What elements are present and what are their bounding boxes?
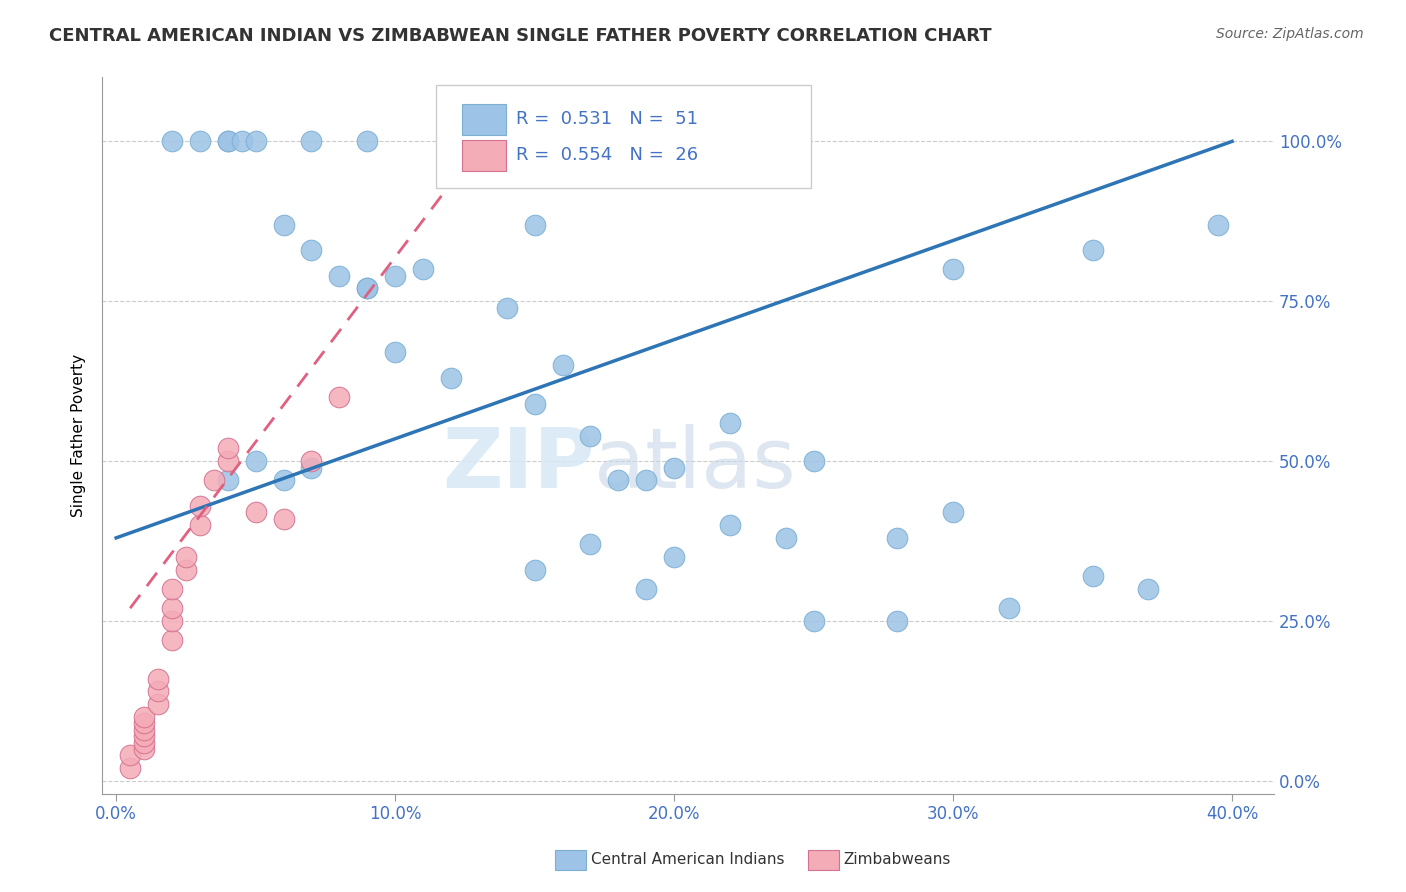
Point (120, 761, 142, 775)
Point (356, 281, 378, 295)
Text: R =  0.531   N =  51: R = 0.531 N = 51 (516, 110, 697, 128)
Point (942, 505, 965, 519)
Point (468, 135, 491, 149)
Point (551, 358, 574, 372)
Point (718, 416, 741, 430)
Point (440, 371, 463, 385)
Point (273, 218, 295, 232)
Point (217, 454, 239, 468)
Point (328, 268, 350, 283)
Point (523, 218, 546, 232)
Point (273, 473, 295, 487)
Text: R =  0.554   N =  26: R = 0.554 N = 26 (516, 145, 697, 164)
Point (188, 135, 211, 149)
Point (160, 633, 183, 648)
Point (384, 268, 406, 283)
Point (998, 601, 1021, 615)
Point (174, 563, 197, 577)
Point (1137, 582, 1160, 596)
Point (942, 262, 965, 277)
Point (495, 301, 517, 315)
Point (132, 729, 155, 743)
Point (202, 473, 225, 487)
Point (188, 499, 211, 513)
Point (636, 582, 658, 596)
Point (495, 135, 517, 149)
Point (160, 135, 183, 149)
Point (301, 135, 323, 149)
Point (120, 748, 142, 763)
Point (468, 135, 491, 149)
Point (579, 428, 602, 442)
Point (412, 262, 434, 277)
Text: Zimbabweans: Zimbabweans (844, 853, 950, 867)
Point (607, 473, 630, 487)
Point (803, 454, 825, 468)
Point (662, 460, 685, 475)
Point (132, 716, 155, 731)
Point (523, 396, 546, 410)
FancyBboxPatch shape (436, 85, 811, 188)
Point (188, 518, 211, 533)
Point (356, 281, 378, 295)
Point (886, 614, 908, 628)
Text: Source: ZipAtlas.com: Source: ZipAtlas.com (1216, 27, 1364, 41)
Point (160, 582, 183, 596)
Point (217, 442, 239, 456)
Point (160, 601, 183, 615)
Point (146, 697, 169, 711)
Point (132, 710, 155, 724)
FancyBboxPatch shape (463, 140, 506, 170)
Point (775, 531, 797, 545)
Point (523, 563, 546, 577)
Text: Central American Indians: Central American Indians (591, 853, 785, 867)
Point (160, 614, 183, 628)
Point (217, 135, 239, 149)
Point (440, 135, 463, 149)
Point (245, 505, 267, 519)
Point (217, 473, 239, 487)
Point (245, 454, 267, 468)
Point (301, 454, 323, 468)
Point (132, 735, 155, 749)
Point (356, 135, 378, 149)
Point (301, 243, 323, 257)
Point (174, 550, 197, 565)
Point (245, 135, 267, 149)
Text: ZIP: ZIP (441, 424, 595, 505)
Point (886, 531, 908, 545)
Point (718, 518, 741, 533)
Point (217, 135, 239, 149)
Point (231, 135, 253, 149)
Y-axis label: Single Father Poverty: Single Father Poverty (72, 354, 86, 517)
Point (301, 460, 323, 475)
Point (384, 345, 406, 359)
Point (132, 742, 155, 756)
Point (1206, 218, 1229, 232)
FancyBboxPatch shape (463, 104, 506, 135)
Point (146, 672, 169, 686)
Point (579, 537, 602, 551)
Point (803, 614, 825, 628)
Text: atlas: atlas (595, 424, 796, 505)
Point (132, 723, 155, 737)
Point (273, 511, 295, 525)
Point (328, 390, 350, 404)
Point (1081, 243, 1104, 257)
Point (1081, 569, 1104, 583)
Point (662, 550, 685, 565)
Text: CENTRAL AMERICAN INDIAN VS ZIMBABWEAN SINGLE FATHER POVERTY CORRELATION CHART: CENTRAL AMERICAN INDIAN VS ZIMBABWEAN SI… (49, 27, 991, 45)
Point (146, 684, 169, 698)
Point (636, 473, 658, 487)
